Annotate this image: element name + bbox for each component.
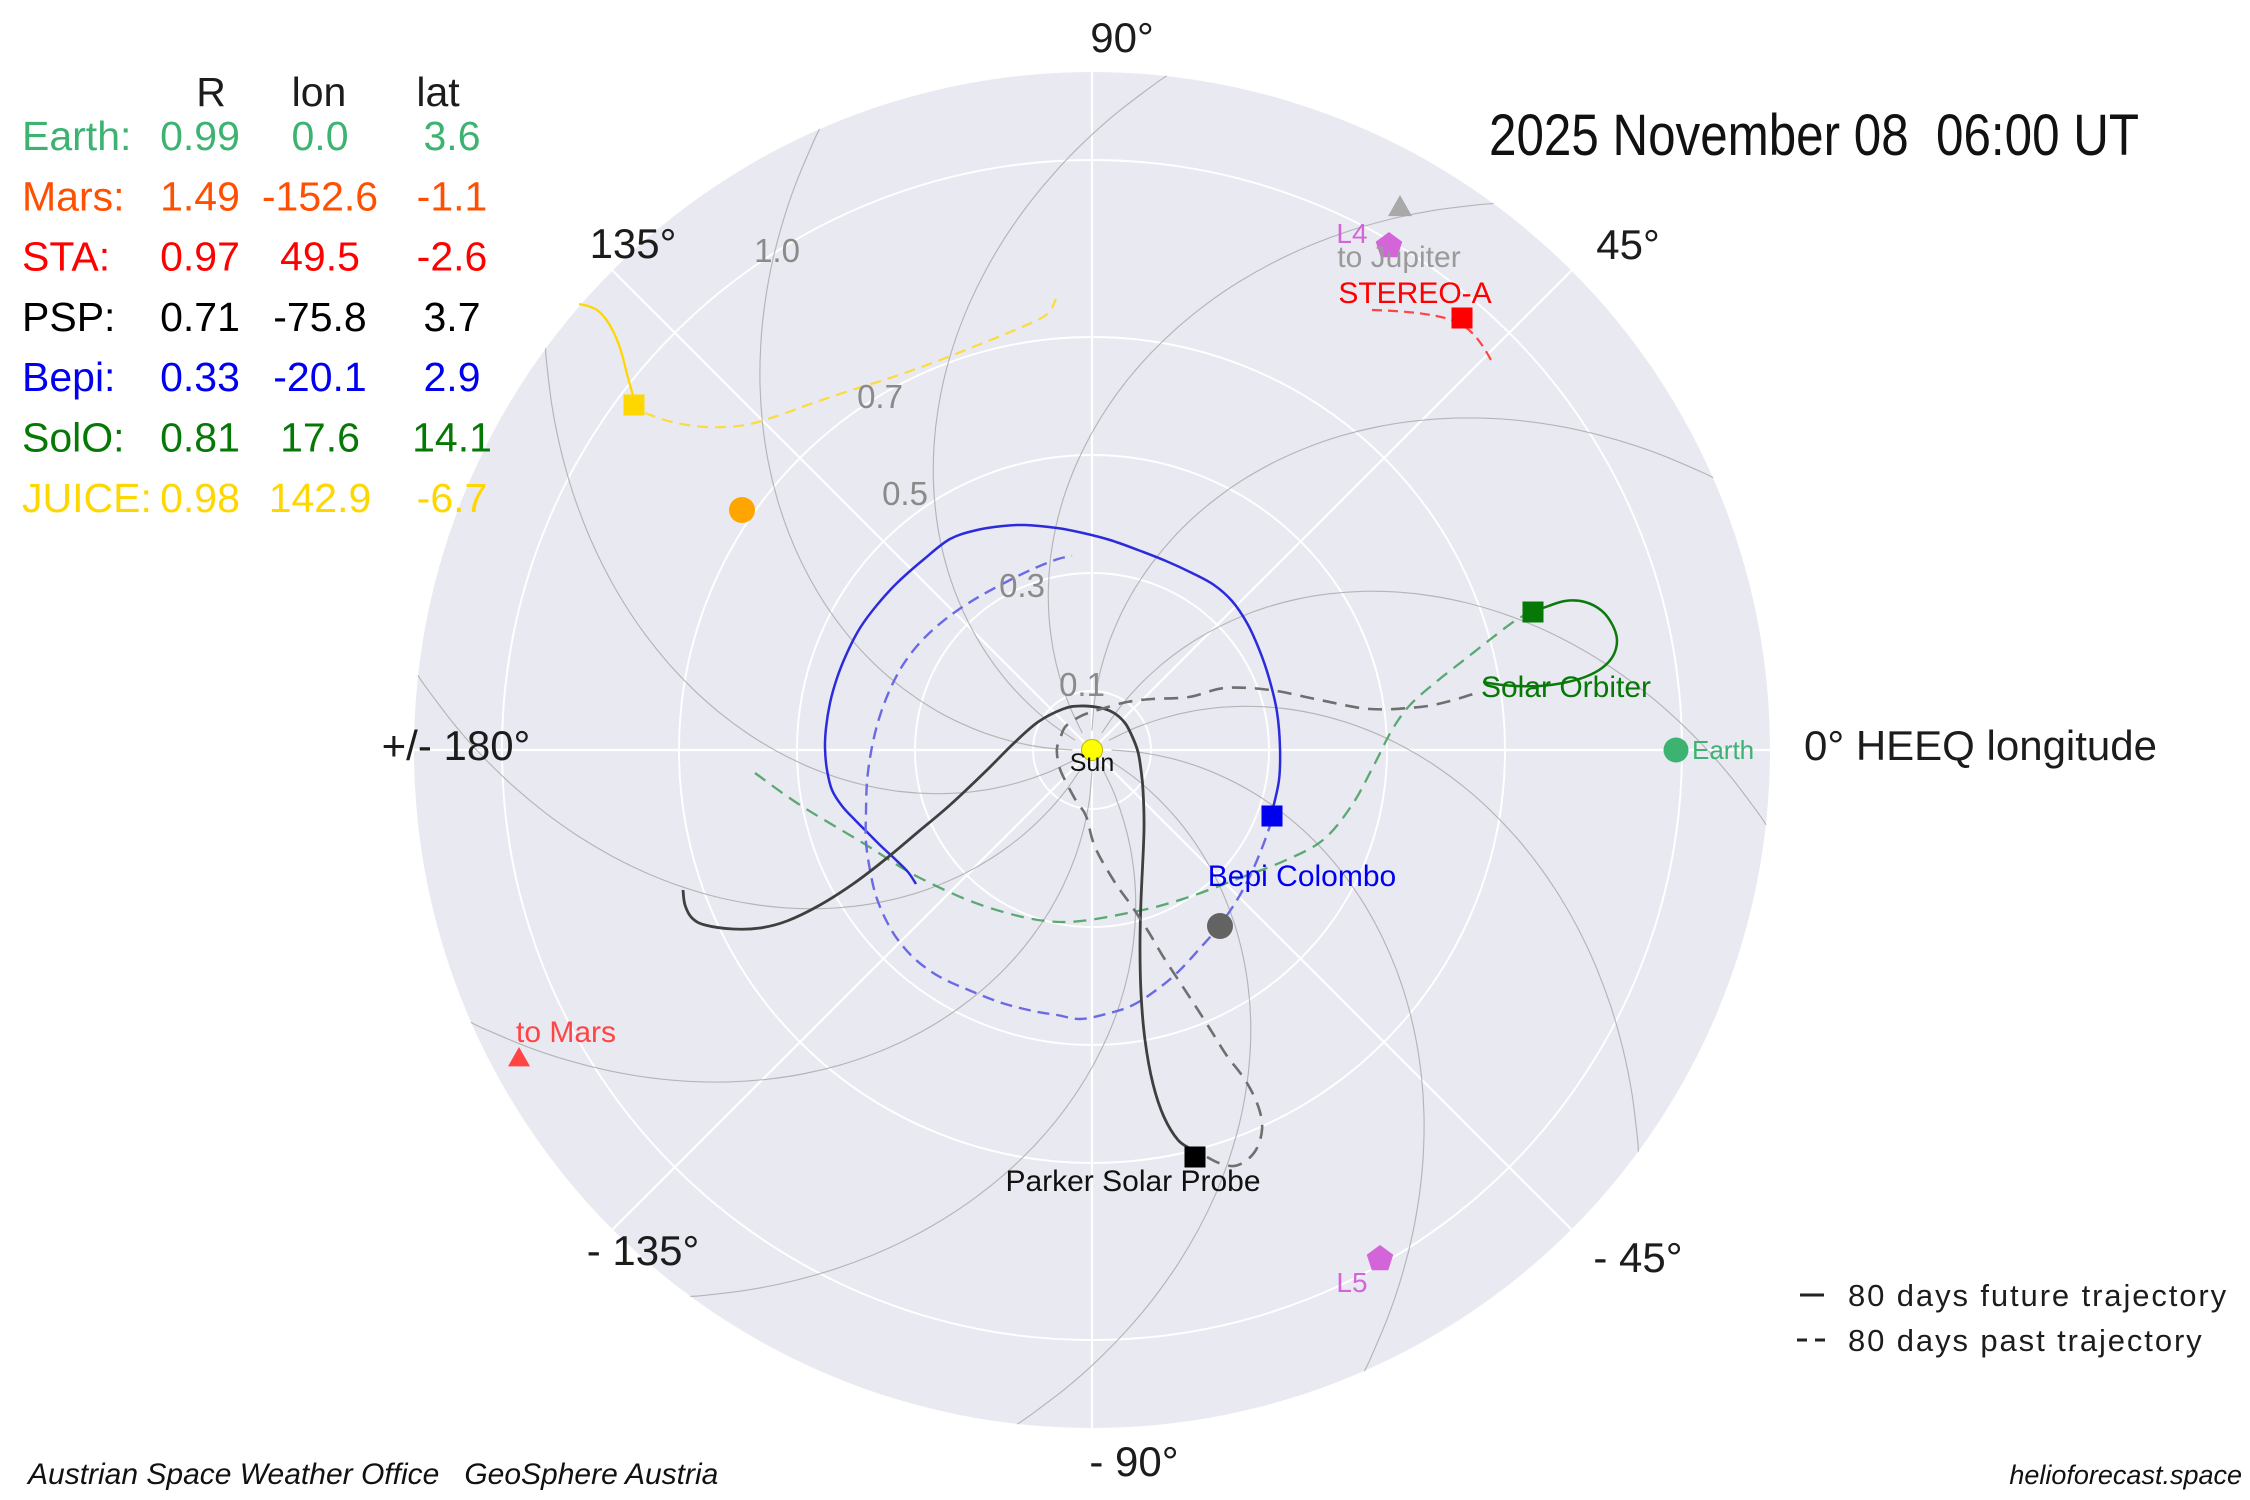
- svg-text:- 90°: - 90°: [1089, 1438, 1178, 1485]
- svg-text:17.6: 17.6: [280, 415, 360, 461]
- svg-text:14.1: 14.1: [412, 415, 492, 461]
- svg-text:Austrian Space Weather Office: Austrian Space Weather Office GeoSphere …: [26, 1458, 718, 1491]
- svg-text:-6.7: -6.7: [417, 475, 488, 521]
- svg-text:142.9: 142.9: [269, 475, 372, 521]
- svg-text:49.5: 49.5: [280, 234, 360, 280]
- svg-text:0.81: 0.81: [160, 415, 240, 461]
- svg-text:45°: 45°: [1596, 221, 1660, 268]
- svg-text:- 45°: - 45°: [1593, 1234, 1682, 1281]
- svg-text:lon: lon: [292, 69, 347, 115]
- svg-text:L4: L4: [1336, 218, 1367, 249]
- svg-text:STEREO-A: STEREO-A: [1338, 277, 1491, 310]
- svg-text:0.3: 0.3: [999, 567, 1045, 604]
- svg-text:3.6: 3.6: [424, 113, 481, 159]
- svg-text:1.49: 1.49: [160, 173, 240, 219]
- svg-text:Solar Orbiter: Solar Orbiter: [1481, 671, 1651, 704]
- svg-text:Earth:: Earth:: [22, 113, 131, 159]
- svg-text:Parker Solar Probe: Parker Solar Probe: [1005, 1165, 1260, 1198]
- svg-text:Sun: Sun: [1070, 749, 1114, 777]
- svg-text:-2.6: -2.6: [417, 234, 488, 280]
- svg-text:0° HEEQ longitude: 0° HEEQ longitude: [1804, 722, 2157, 769]
- svg-text:+/- 180°: +/- 180°: [382, 722, 531, 769]
- svg-text:helioforecast.space: helioforecast.space: [2009, 1460, 2242, 1490]
- svg-text:- 135°: - 135°: [587, 1227, 700, 1274]
- svg-text:Mars:: Mars:: [22, 173, 125, 219]
- svg-text:-20.1: -20.1: [273, 354, 366, 400]
- svg-text:SolO:: SolO:: [22, 415, 125, 461]
- svg-text:-1.1: -1.1: [417, 173, 488, 219]
- svg-text:to Jupiter: to Jupiter: [1337, 241, 1460, 274]
- svg-text:STA:: STA:: [22, 234, 110, 280]
- svg-text:2.9: 2.9: [424, 354, 481, 400]
- svg-text:Bepi:: Bepi:: [22, 354, 115, 400]
- svg-text:80 days past trajectory: 80 days past trajectory: [1848, 1323, 2204, 1358]
- svg-text:0.99: 0.99: [160, 113, 240, 159]
- svg-text:1.0: 1.0: [754, 232, 800, 269]
- svg-text:135°: 135°: [590, 220, 677, 267]
- svg-text:3.7: 3.7: [424, 294, 481, 340]
- svg-text:to Mars: to Mars: [516, 1016, 616, 1049]
- svg-text:Earth: Earth: [1692, 735, 1754, 765]
- svg-text:lat: lat: [416, 69, 460, 115]
- svg-text:PSP:: PSP:: [22, 294, 115, 340]
- svg-text:R: R: [196, 69, 226, 115]
- svg-text:0.33: 0.33: [160, 354, 240, 400]
- svg-text:0.5: 0.5: [882, 475, 928, 512]
- svg-text:Bepi Colombo: Bepi Colombo: [1208, 860, 1396, 893]
- svg-text:90°: 90°: [1090, 14, 1154, 61]
- svg-text:0.71: 0.71: [160, 294, 240, 340]
- svg-text:-75.8: -75.8: [273, 294, 366, 340]
- svg-text:2025 November 08 06:00 UT: 2025 November 08 06:00 UT: [1489, 103, 2139, 168]
- svg-text:JUICE:: JUICE:: [22, 475, 152, 521]
- svg-text:L5: L5: [1336, 1267, 1367, 1298]
- svg-text:-152.6: -152.6: [262, 173, 378, 219]
- svg-text:0.1: 0.1: [1059, 666, 1105, 703]
- svg-text:0.0: 0.0: [292, 113, 349, 159]
- svg-text:0.97: 0.97: [160, 234, 240, 280]
- svg-text:0.98: 0.98: [160, 475, 240, 521]
- svg-text:80 days future trajectory: 80 days future trajectory: [1848, 1278, 2228, 1313]
- svg-text:0.7: 0.7: [857, 378, 903, 415]
